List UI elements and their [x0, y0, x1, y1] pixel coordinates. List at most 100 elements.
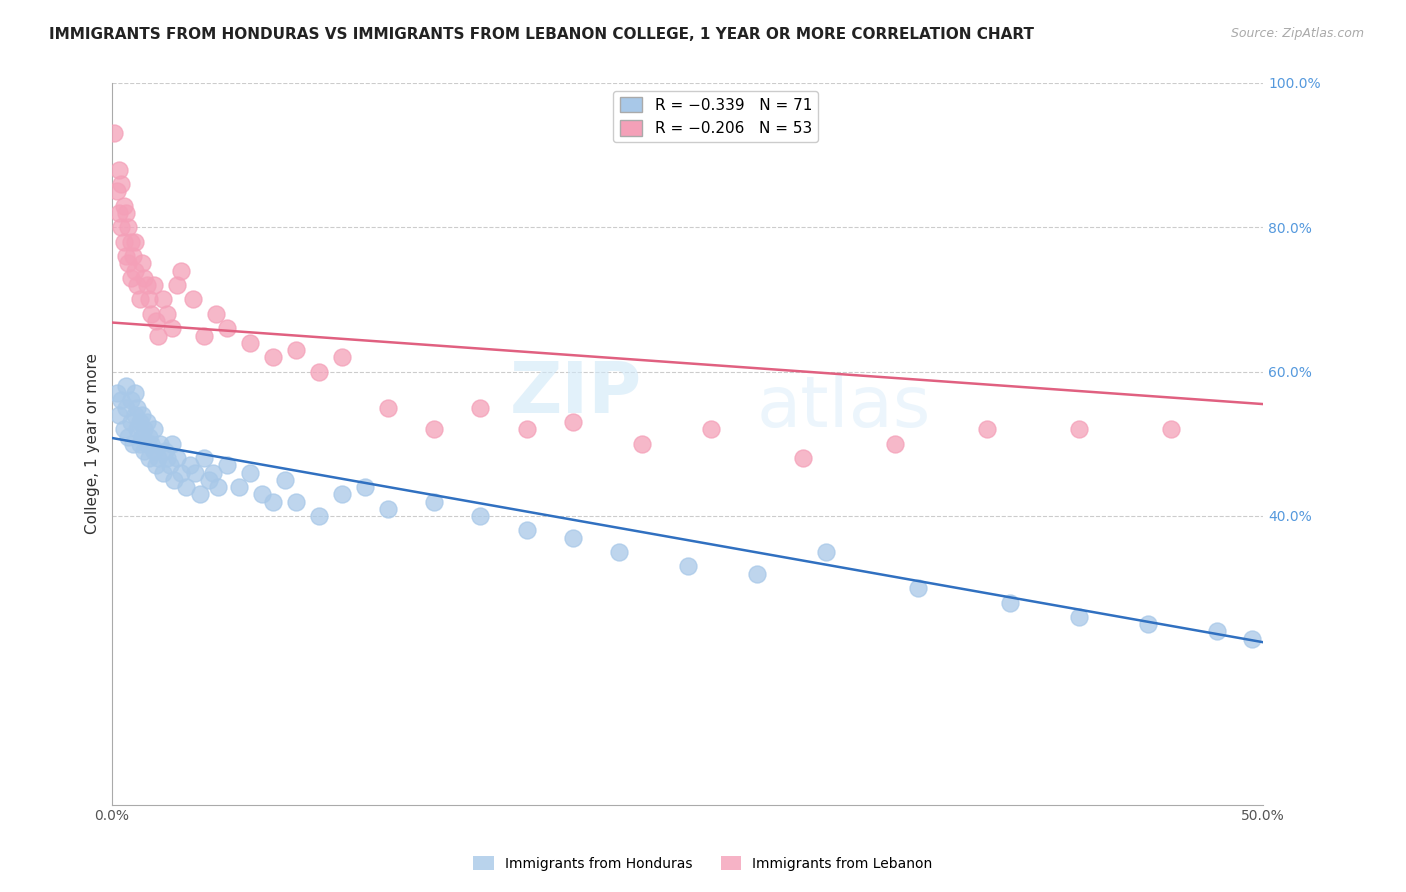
Text: ZIP: ZIP	[509, 359, 641, 428]
Point	[699, 422, 721, 436]
Point	[198, 473, 221, 487]
Point	[377, 401, 399, 415]
Point	[1067, 610, 1090, 624]
Point	[156, 307, 179, 321]
Point	[134, 444, 156, 458]
Point	[166, 278, 188, 293]
Text: Source: ZipAtlas.com: Source: ZipAtlas.com	[1230, 27, 1364, 40]
Point	[115, 379, 138, 393]
Legend: Immigrants from Honduras, Immigrants from Lebanon: Immigrants from Honduras, Immigrants fro…	[468, 850, 938, 876]
Point	[330, 487, 353, 501]
Point	[131, 256, 153, 270]
Point	[134, 270, 156, 285]
Point	[204, 307, 226, 321]
Point	[377, 501, 399, 516]
Point	[124, 386, 146, 401]
Point	[1160, 422, 1182, 436]
Point	[131, 408, 153, 422]
Point	[202, 466, 225, 480]
Point	[1240, 632, 1263, 646]
Point	[330, 350, 353, 364]
Point	[112, 422, 135, 436]
Point	[146, 328, 169, 343]
Point	[120, 235, 142, 249]
Point	[124, 408, 146, 422]
Point	[117, 429, 139, 443]
Point	[630, 437, 652, 451]
Point	[1137, 617, 1160, 632]
Point	[262, 494, 284, 508]
Point	[308, 365, 330, 379]
Text: atlas: atlas	[756, 373, 931, 442]
Point	[184, 466, 207, 480]
Point	[135, 437, 157, 451]
Point	[152, 293, 174, 307]
Point	[179, 458, 201, 473]
Point	[110, 220, 132, 235]
Point	[120, 393, 142, 408]
Point	[285, 343, 308, 357]
Point	[470, 508, 492, 523]
Point	[153, 444, 176, 458]
Point	[423, 494, 446, 508]
Point	[138, 293, 160, 307]
Point	[115, 206, 138, 220]
Point	[745, 566, 768, 581]
Point	[883, 437, 905, 451]
Point	[145, 458, 167, 473]
Point	[108, 162, 131, 177]
Y-axis label: College, 1 year or more: College, 1 year or more	[86, 353, 100, 534]
Point	[193, 451, 215, 466]
Point	[217, 321, 239, 335]
Point	[103, 127, 125, 141]
Point	[142, 444, 165, 458]
Point	[607, 545, 630, 559]
Point	[112, 199, 135, 213]
Point	[274, 473, 297, 487]
Point	[141, 437, 163, 451]
Point	[907, 581, 929, 595]
Point	[108, 408, 131, 422]
Point	[117, 220, 139, 235]
Point	[239, 335, 262, 350]
Point	[159, 458, 181, 473]
Point	[115, 401, 138, 415]
Point	[128, 437, 150, 451]
Point	[141, 307, 163, 321]
Point	[149, 437, 172, 451]
Point	[138, 451, 160, 466]
Point	[127, 401, 149, 415]
Point	[160, 321, 183, 335]
Point	[134, 422, 156, 436]
Point	[152, 466, 174, 480]
Point	[127, 422, 149, 436]
Point	[105, 386, 128, 401]
Point	[262, 350, 284, 364]
Point	[207, 480, 229, 494]
Point	[163, 473, 186, 487]
Point	[127, 278, 149, 293]
Point	[112, 235, 135, 249]
Point	[308, 508, 330, 523]
Legend: R = −0.339   N = 71, R = −0.206   N = 53: R = −0.339 N = 71, R = −0.206 N = 53	[613, 91, 818, 143]
Point	[515, 524, 537, 538]
Point	[135, 415, 157, 429]
Point	[561, 415, 583, 429]
Point	[814, 545, 837, 559]
Point	[156, 451, 179, 466]
Point	[166, 451, 188, 466]
Point	[354, 480, 377, 494]
Point	[124, 263, 146, 277]
Point	[250, 487, 273, 501]
Point	[170, 466, 193, 480]
Point	[115, 249, 138, 263]
Point	[470, 401, 492, 415]
Point	[105, 184, 128, 198]
Point	[174, 480, 197, 494]
Point	[142, 278, 165, 293]
Text: IMMIGRANTS FROM HONDURAS VS IMMIGRANTS FROM LEBANON COLLEGE, 1 YEAR OR MORE CORR: IMMIGRANTS FROM HONDURAS VS IMMIGRANTS F…	[49, 27, 1035, 42]
Point	[561, 531, 583, 545]
Point	[998, 596, 1021, 610]
Point	[170, 263, 193, 277]
Point	[121, 249, 143, 263]
